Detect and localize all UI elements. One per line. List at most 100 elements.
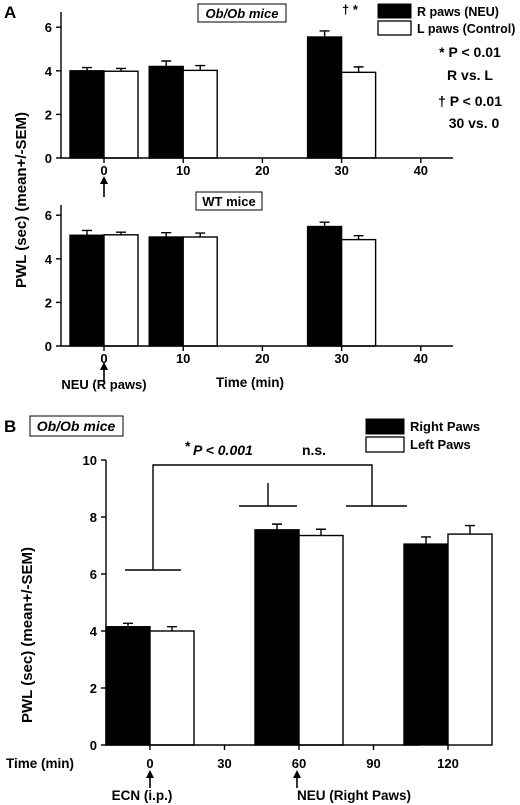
arrow-b-neu-head: [293, 770, 301, 778]
bar-left-0: [103, 234, 139, 347]
bar-right-0: [69, 70, 105, 159]
x-tick-label: 30: [334, 351, 348, 366]
y-tick-label: 0: [45, 151, 52, 166]
panel-a-letter: A: [4, 3, 16, 22]
title-box-a2: [195, 191, 263, 211]
error-bar-right-120: [420, 536, 431, 545]
ylabel-panel-b: PWL (sec) (mean+/-SEM): [19, 547, 36, 723]
error-bar-right-30: [319, 221, 330, 227]
error-bar-left-120: [464, 524, 475, 535]
ylabel-panel-a: PWL (sec) (mean+/-SEM): [13, 112, 30, 288]
error-bar-right-30: [319, 30, 330, 38]
legend-label-l-paws: L paws (Control): [417, 22, 515, 36]
title-box-b: [29, 415, 124, 437]
x-tick-label: 0: [100, 351, 107, 366]
error-bar-right-0: [82, 229, 92, 236]
x-tick-label: 60: [292, 756, 306, 771]
title-box-a1: [197, 3, 287, 23]
title-a2: WT mice: [202, 194, 255, 209]
significance-marks: † *: [342, 2, 359, 17]
arrow-b-ecn-head: [146, 770, 154, 778]
arrow-a1-head: [100, 176, 108, 184]
error-bar-right-0: [82, 66, 92, 71]
xlabel-a2: Time (min): [216, 375, 284, 390]
bar-left-120: [447, 533, 493, 746]
y-tick-label: 8: [90, 510, 97, 525]
arrow-label-neu-r-paws: NEU (R paws): [61, 377, 146, 392]
chart-ob-ob-mice-b: 0 2 4 6 8 10 0 30 60 90 120 Ob/Ob mice Right Paws…: [6, 415, 493, 803]
x-tick-label: 90: [366, 756, 380, 771]
bar-left-60: [298, 534, 344, 746]
y-tick-label: 2: [45, 107, 52, 122]
bar-right-120: [403, 543, 449, 746]
chart-ob-ob-mice-a: 0 2 4 6 0 10 20 30 40 Ob/Ob mice † * R paws (NE…: [45, 2, 515, 197]
bar-right-10: [148, 236, 184, 347]
xlabel-b: Time (min): [6, 756, 74, 771]
x-tick-label: 40: [414, 351, 428, 366]
x-tick-label: 10: [176, 163, 190, 178]
error-bar-left-60: [315, 528, 326, 536]
legend-swatch-right-paws: [365, 418, 405, 435]
y-tick-label: 4: [45, 64, 53, 79]
stat-dagger-comparison: 30 vs. 0: [449, 115, 500, 131]
legend-label-r-paws: R paws (NEU): [417, 5, 499, 19]
error-bar-right-60: [271, 523, 282, 530]
bar-right-30: [306, 36, 343, 159]
bar-right-0: [105, 626, 151, 746]
legend-swatch-l-paws: [377, 20, 412, 36]
y-tick-label: 0: [90, 738, 97, 753]
bar-right-30: [306, 225, 343, 347]
arrow-label-ecn: ECN (i.p.): [112, 788, 173, 803]
error-bar-left-10: [195, 64, 206, 71]
significance-brackets: [125, 464, 407, 571]
error-bar-right-10: [161, 60, 172, 67]
y-tick-label: 0: [45, 339, 52, 354]
error-bar-left-30: [353, 234, 364, 240]
x-tick-label: 10: [176, 351, 190, 366]
error-bar-left-30: [353, 66, 364, 73]
x-tick-label: 0: [100, 163, 107, 178]
stat-star-line: * P < 0.01: [439, 44, 501, 60]
error-bar-left-10: [195, 232, 206, 237]
y-tick-label: 4: [90, 624, 98, 639]
significance-ns: n.s.: [302, 442, 326, 458]
bar-left-10: [182, 236, 218, 347]
title-b: Ob/Ob mice: [37, 418, 116, 434]
bar-right-60: [254, 529, 300, 746]
legend-swatch-r-paws: [377, 3, 412, 19]
error-bar-left-0: [116, 231, 126, 235]
arrow-a2-head: [100, 362, 108, 370]
title-a1: Ob/Ob mice: [206, 6, 279, 21]
chart-wt-mice: 0 2 4 6 0 10 20 30 40 WT mice NEU (R paws) Time…: [45, 191, 453, 392]
stat-dagger-line: † P < 0.01: [438, 93, 502, 109]
stat-star-comparison: R vs. L: [447, 67, 493, 83]
y-tick-label: 6: [45, 208, 52, 223]
x-tick-label: 30: [217, 756, 231, 771]
bar-left-30: [340, 238, 377, 347]
x-tick-label: 20: [255, 351, 269, 366]
error-bar-right-10: [161, 231, 172, 237]
significance-p-value: P < 0.001: [193, 442, 253, 458]
arrow-label-neu-right-paws: NEU (Right Paws): [297, 788, 411, 803]
error-bar-left-0: [167, 626, 177, 631]
bar-left-0: [103, 70, 139, 159]
y-tick-label: 4: [45, 252, 53, 267]
legend-label-left-paws: Left Paws: [410, 437, 471, 452]
y-tick-label: 6: [45, 20, 52, 35]
y-tick-label: 6: [90, 567, 97, 582]
error-bar-left-0: [116, 67, 126, 72]
significance-star: *: [185, 438, 191, 454]
legend-swatch-left-paws: [365, 436, 405, 453]
x-tick-label: 30: [334, 163, 348, 178]
y-tick-label: 10: [83, 453, 97, 468]
x-tick-label: 40: [414, 163, 428, 178]
bar-right-10: [148, 65, 184, 159]
x-tick-label: 0: [146, 756, 153, 771]
x-tick-label: 120: [437, 756, 459, 771]
y-tick-label: 2: [90, 681, 97, 696]
error-bar-right-0: [123, 622, 133, 627]
bar-left-10: [182, 69, 218, 159]
x-tick-label: 20: [255, 163, 269, 178]
bar-left-30: [340, 71, 377, 159]
